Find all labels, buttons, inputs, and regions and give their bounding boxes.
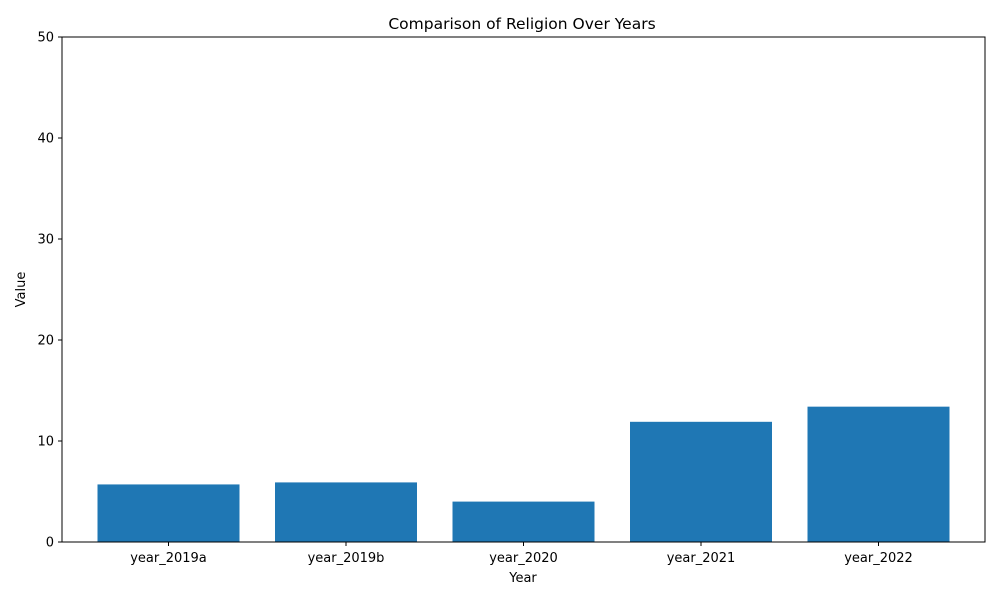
y-tick-label: 0 [46,536,54,551]
y-axis: 0 10 20 30 40 50 [37,31,62,551]
chart-title: Comparison of Religion Over Years [388,15,655,33]
bar-year_2020 [452,501,595,542]
x-tick-label: year_2019b [308,551,385,566]
y-tick-label: 30 [37,233,54,248]
plot-frame [61,36,986,543]
y-tick-label: 20 [37,334,54,349]
x-tick-label: year_2020 [489,551,558,566]
x-axis-label: Year [508,571,537,586]
x-tick-label: year_2022 [844,551,913,566]
x-tick-label: year_2019a [130,551,207,566]
x-tick-label: year_2021 [667,551,736,566]
y-axis-label: Value [14,272,29,308]
y-tick-label: 50 [37,31,54,46]
bar-year_2021 [630,421,772,542]
y-tick-label: 10 [37,435,54,450]
bar-year_2019a [97,484,240,542]
bars-group [97,406,950,542]
bar-year_2022 [807,406,950,542]
x-axis: year_2019a year_2019b year_2020 year_2021 ye… [130,542,913,566]
bar-year_2019b [275,482,417,542]
y-tick-label: 40 [37,132,54,147]
